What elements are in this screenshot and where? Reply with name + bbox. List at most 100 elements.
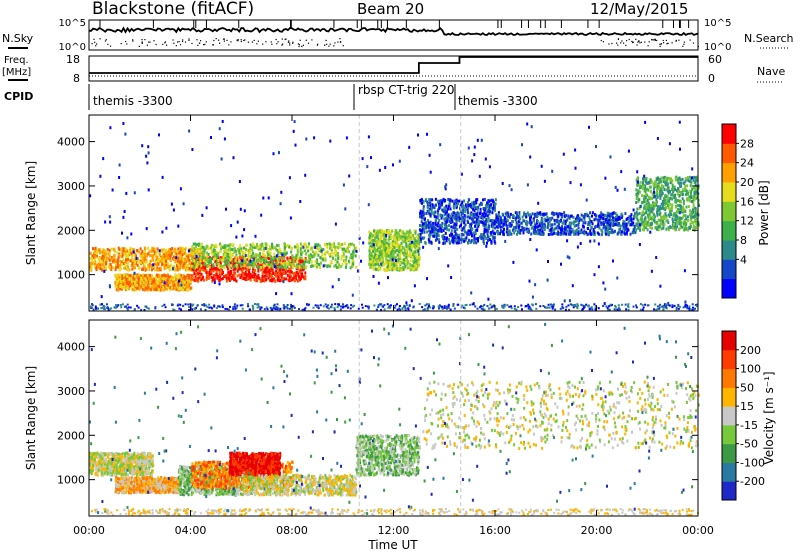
power-cell [153,280,156,284]
power-cell [600,223,603,227]
power-cell [373,233,376,237]
power-cell [419,211,422,215]
power-cell [411,256,414,259]
power-cell [568,216,571,220]
power-cell [422,212,425,216]
power-cell [171,286,173,290]
power-cell [539,211,542,215]
power-cell [194,242,197,246]
power-cell [121,262,123,266]
power-cell [311,254,314,258]
nsearch-point [628,38,630,41]
power-cell [436,199,439,203]
power-cell [259,256,262,260]
power-cell [410,254,413,257]
power-cell [370,251,373,255]
nsearch-point [340,41,342,43]
power-cell [197,276,200,280]
power-cell [202,268,205,272]
power-cell [275,266,278,270]
power-cell [477,239,479,243]
power-cell [405,244,408,248]
power-cell [136,249,139,252]
power-cell [115,274,117,278]
power-cell [337,242,340,246]
nsearch-point [316,44,318,46]
power-cell [426,209,429,213]
power-cell [605,232,607,236]
nsearch-point [247,41,249,43]
power-cell [334,245,337,249]
power-cell [598,226,601,230]
power-cell [421,231,424,235]
power-cell [505,213,508,217]
nsearch-point [654,39,656,41]
power-cell [154,262,157,266]
power-cell [490,224,493,228]
power-cell [308,258,311,262]
noise-panel-frame [88,19,699,51]
power-cell [195,273,198,276]
power-cell [112,258,115,262]
power-cell [397,245,400,249]
frequency-panel: 18 8 60 0 [66,53,722,85]
power-cell [294,259,296,263]
power-cell [548,220,551,224]
power-cell [385,252,388,256]
power-cell [249,243,252,247]
power-cell [218,276,221,280]
power-cell [185,284,188,288]
power-cell [429,201,432,205]
power-cell [229,243,232,247]
power-cell [521,215,524,219]
power-cell [397,237,400,241]
power-cell [391,261,393,265]
power-cell [123,266,126,270]
power-cell [112,266,115,269]
power-cell [153,252,156,256]
power-cell [437,229,440,232]
power-cell [463,221,466,225]
power-cell [199,275,202,279]
power-cell [94,260,97,264]
power-cell [345,265,347,269]
power-cell [175,280,177,284]
nsearch-point [647,45,649,47]
power-cell [103,254,106,258]
power-cell [410,248,413,252]
power-cell [399,229,402,233]
power-cell [372,267,375,271]
power-cell [468,225,471,229]
power-cell [626,230,628,234]
power-cell [423,223,426,227]
power-cell [190,264,193,268]
nsearch-point [617,44,619,46]
power-cell [142,285,144,289]
power-cell [101,255,104,259]
power-cell [440,216,443,220]
power-cell [126,274,129,278]
power-cell [412,251,415,255]
power-cell [432,212,435,216]
nsearch-point [215,38,217,40]
power-cell [125,280,128,284]
nsearch-point [621,40,623,42]
nsearch-point [253,39,255,41]
cpid-segment-3: themis -3300 [458,94,538,108]
power-cell [405,248,408,252]
power-cell [262,244,264,248]
power-cell [177,263,180,266]
power-cell [577,223,580,227]
power-cell [379,252,382,256]
power-cell [99,263,102,267]
power-cell [215,250,218,254]
power-cell [389,258,392,262]
power-cell [292,265,295,268]
power-cell [506,219,509,223]
power-cell [427,219,429,223]
power-cell [277,244,280,248]
power-cell [368,260,371,264]
power-cell [190,260,192,264]
nsearch-point [289,44,291,46]
power-cell [345,258,347,262]
